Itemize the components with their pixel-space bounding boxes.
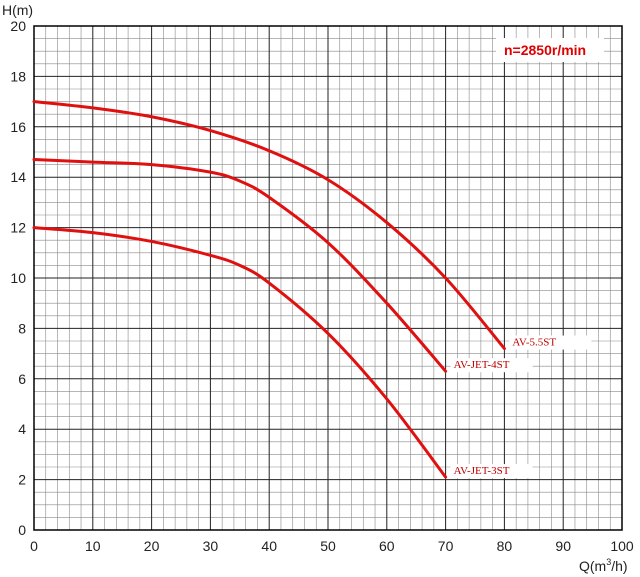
x-tick-label: 50 — [320, 538, 336, 554]
y-tick-label: 4 — [18, 421, 26, 437]
y-tick-labels: 0 2 4 6 8 10 12 14 16 18 20 — [10, 18, 26, 538]
y-tick-label: 14 — [10, 169, 26, 185]
y-tick-label: 2 — [18, 472, 26, 488]
series-line — [32, 158, 448, 373]
series-label: AV-JET-3ST — [454, 465, 510, 477]
series-lines — [32, 100, 506, 479]
x-tick-label: 90 — [555, 538, 571, 554]
y-tick-label: 8 — [18, 320, 26, 336]
x-tick-label: 70 — [438, 538, 454, 554]
series-label: AV-5.5ST — [512, 337, 556, 349]
x-tick-label: 40 — [261, 538, 277, 554]
y-tick-label: 18 — [10, 68, 26, 84]
x-tick-label: 80 — [497, 538, 513, 554]
series-line — [32, 100, 506, 351]
x-tick-labels: 0 10 20 30 40 50 60 70 80 90 100 — [30, 538, 634, 554]
x-tick-label: 10 — [85, 538, 101, 554]
x-axis-title: Q(m3/h) — [579, 557, 628, 574]
y-tick-label: 6 — [18, 371, 26, 387]
series-label-background — [509, 335, 592, 350]
series-label-background — [450, 358, 533, 373]
series-label: AV-JET-4ST — [454, 359, 510, 371]
y-tick-label: 12 — [10, 220, 26, 236]
y-tick-label: 0 — [18, 522, 26, 538]
x-tick-label: 30 — [203, 538, 219, 554]
series-line — [32, 226, 448, 479]
y-tick-label: 16 — [10, 119, 26, 135]
y-tick-label: 10 — [10, 270, 26, 286]
x-tick-label: 100 — [610, 538, 634, 554]
speed-label-background — [496, 38, 604, 62]
speed-label: n=2850r/min — [504, 42, 586, 58]
series-label-background — [450, 464, 533, 479]
x-tick-label: 20 — [144, 538, 160, 554]
x-tick-label: 0 — [30, 538, 38, 554]
plot-frame — [33, 25, 623, 531]
x-tick-label: 60 — [379, 538, 395, 554]
y-tick-label: 20 — [10, 18, 26, 34]
y-axis-title: H(m) — [2, 2, 33, 18]
